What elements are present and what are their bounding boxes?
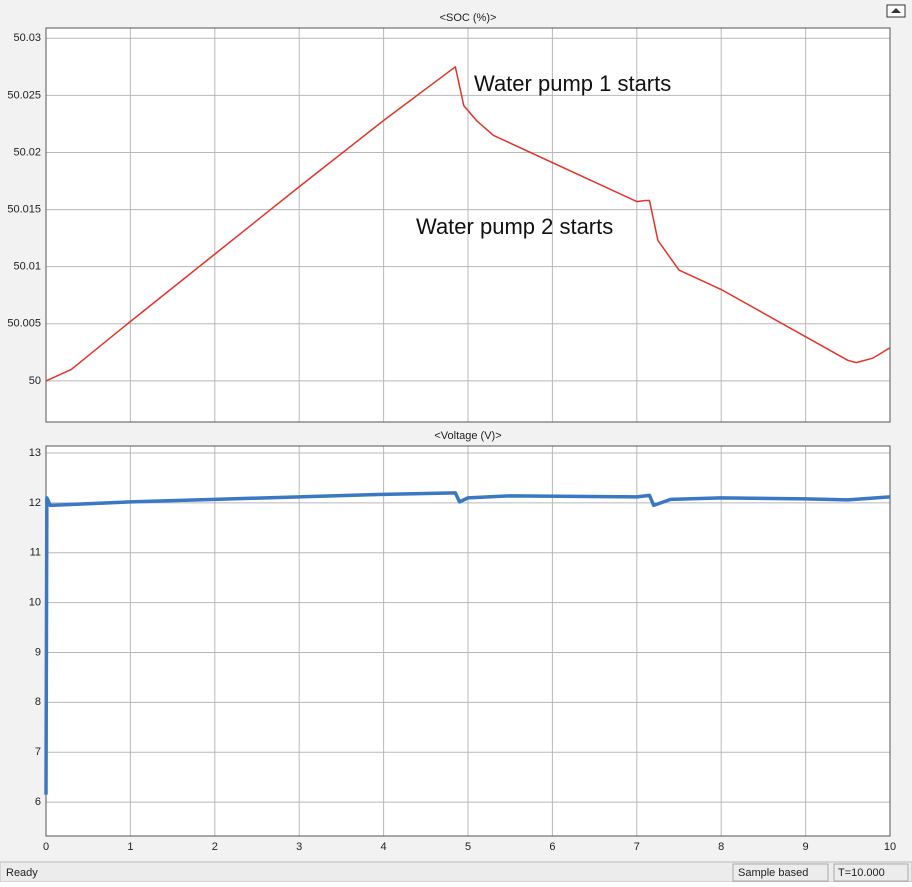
plot-frame: [45, 27, 891, 423]
x-tick-label: 5: [465, 841, 471, 853]
y-tick-label: 50: [29, 375, 41, 387]
status-state: Ready: [6, 867, 38, 879]
restore-icon: [891, 8, 901, 13]
x-tick-label: 3: [296, 841, 302, 853]
y-tick-label: 50.02: [13, 146, 41, 158]
x-tick-label: 0: [43, 841, 49, 853]
y-tick-label: 50.015: [7, 203, 41, 215]
status-field: [732, 863, 829, 882]
status-field: [833, 863, 909, 882]
x-tick-label: 8: [718, 841, 724, 853]
x-tick-label: 4: [381, 841, 387, 853]
y-tick-label: 11: [30, 547, 41, 559]
annotation: Water pump 1 starts: [474, 71, 671, 96]
y-tick-label: 50.005: [7, 318, 41, 330]
chart-title: <SOC (%)>: [440, 12, 497, 24]
y-tick-label: 6: [35, 796, 41, 808]
y-tick-label: 13: [29, 447, 41, 459]
data-line: [44, 491, 891, 795]
y-tick-label: 9: [35, 646, 41, 658]
status-mode: Sample based: [738, 867, 808, 879]
y-tick-label: 7: [35, 746, 41, 758]
y-tick-label: 10: [29, 597, 41, 609]
y-tick-label: 50.03: [13, 32, 41, 44]
x-tick-label: 10: [884, 841, 896, 853]
y-tick-label: 50.01: [13, 261, 41, 273]
x-tick-label: 6: [549, 841, 555, 853]
y-tick-label: 8: [35, 696, 41, 708]
x-tick-label: 9: [803, 841, 809, 853]
chart-title: <Voltage (V)>: [434, 430, 501, 442]
y-tick-label: 12: [29, 497, 41, 509]
annotation: Water pump 2 starts: [416, 214, 613, 239]
y-tick-label: 50.025: [7, 89, 41, 101]
data-line: [45, 66, 891, 382]
x-tick-label: 2: [212, 841, 218, 853]
x-tick-label: 7: [634, 841, 640, 853]
status-time: T=10.000: [838, 867, 885, 879]
x-tick-label: 1: [127, 841, 133, 853]
